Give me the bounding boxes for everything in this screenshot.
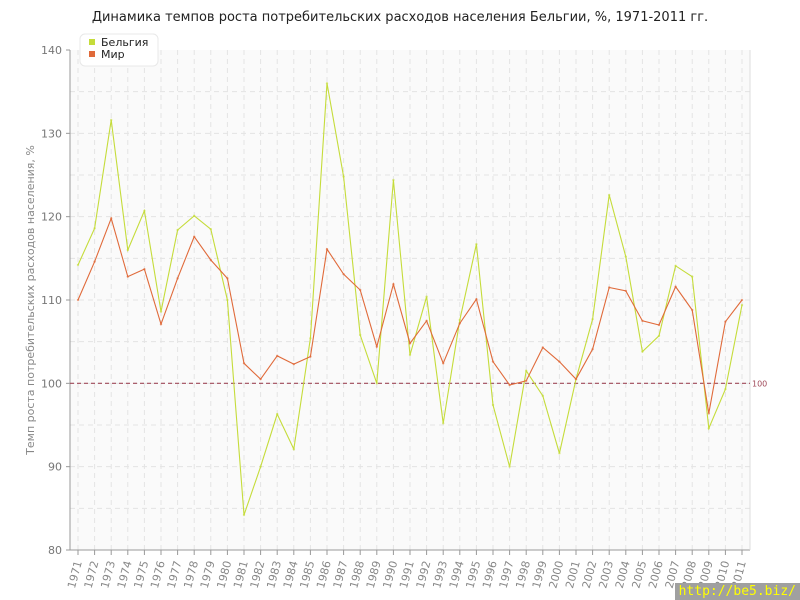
data-point	[226, 277, 229, 280]
data-point	[276, 354, 279, 358]
data-point	[408, 342, 412, 345]
y-tick-label: 100	[41, 377, 62, 390]
data-point	[674, 264, 677, 268]
data-point	[608, 286, 611, 289]
data-point	[359, 288, 362, 292]
legend-label: Мир	[101, 48, 125, 61]
data-point	[558, 452, 561, 455]
data-point	[591, 317, 594, 321]
data-point	[325, 82, 329, 85]
data-point	[392, 178, 395, 182]
data-point	[624, 255, 627, 258]
y-tick-label: 110	[41, 294, 62, 307]
data-point	[143, 267, 146, 271]
data-point	[525, 369, 528, 373]
data-point	[458, 322, 461, 325]
legend-swatch	[89, 39, 95, 45]
data-point	[442, 362, 445, 365]
data-point	[159, 322, 163, 326]
data-point	[93, 227, 96, 230]
data-point	[508, 383, 511, 387]
data-point	[126, 248, 129, 252]
data-point	[608, 193, 611, 197]
data-point	[740, 298, 744, 302]
data-point	[110, 118, 113, 122]
data-point	[724, 387, 727, 391]
chart-title: Динамика темпов роста потребительских ра…	[91, 10, 709, 25]
data-point	[259, 465, 262, 468]
data-point	[525, 379, 528, 383]
data-point	[259, 377, 262, 381]
data-point	[707, 427, 710, 430]
y-tick-label: 80	[48, 544, 62, 557]
data-point	[292, 362, 295, 366]
data-point	[76, 263, 80, 267]
data-point	[359, 333, 362, 337]
data-point	[226, 298, 229, 302]
data-point	[276, 412, 279, 416]
data-point	[309, 337, 312, 340]
data-point	[691, 275, 694, 278]
y-axis-label: Темп роста потребительских расходов насе…	[24, 145, 37, 456]
data-point	[674, 285, 677, 288]
data-point	[508, 465, 511, 468]
data-point	[110, 217, 113, 220]
data-point	[143, 209, 146, 213]
data-point	[657, 323, 661, 327]
data-point	[375, 345, 378, 348]
data-point	[425, 319, 428, 323]
data-point	[176, 277, 179, 280]
data-point	[425, 295, 428, 298]
data-point	[491, 360, 495, 363]
data-point	[541, 346, 544, 349]
data-point	[491, 403, 495, 407]
data-point	[309, 355, 312, 358]
data-point	[475, 242, 478, 246]
y-tick-label: 120	[41, 211, 62, 224]
data-point	[392, 282, 395, 286]
reference-line-label: 100	[752, 379, 767, 388]
data-point	[93, 260, 96, 263]
data-point	[458, 318, 461, 322]
data-point	[193, 214, 196, 218]
data-point	[624, 289, 627, 293]
data-point	[558, 360, 561, 363]
data-point	[292, 447, 295, 451]
legend-box	[79, 33, 159, 67]
data-point	[209, 227, 212, 231]
data-point	[126, 275, 129, 278]
watermark-link[interactable]: http://be5.biz/	[674, 583, 800, 600]
data-point	[541, 394, 544, 398]
data-point	[375, 382, 378, 385]
data-point	[574, 377, 578, 381]
data-point	[408, 353, 412, 357]
data-point	[707, 412, 710, 415]
legend-swatch	[89, 51, 95, 57]
data-point	[342, 272, 345, 276]
data-point	[641, 350, 644, 353]
data-point	[242, 362, 246, 365]
data-point	[641, 319, 644, 323]
legend-label: Бельгия	[101, 36, 148, 49]
data-point	[76, 298, 80, 302]
data-point	[475, 297, 478, 301]
data-point	[657, 334, 661, 338]
data-point	[193, 235, 196, 238]
data-point	[176, 228, 179, 232]
data-point	[242, 513, 246, 517]
data-point	[724, 320, 727, 323]
y-tick-label: 130	[41, 127, 62, 140]
data-point	[159, 310, 163, 313]
data-point	[740, 303, 744, 307]
data-point	[442, 422, 445, 425]
data-point	[342, 175, 345, 178]
y-tick-label: 140	[41, 44, 62, 57]
data-point	[591, 347, 594, 351]
data-point	[209, 258, 212, 262]
data-point	[325, 247, 329, 251]
data-point	[691, 308, 694, 312]
y-tick-label: 90	[48, 461, 62, 474]
